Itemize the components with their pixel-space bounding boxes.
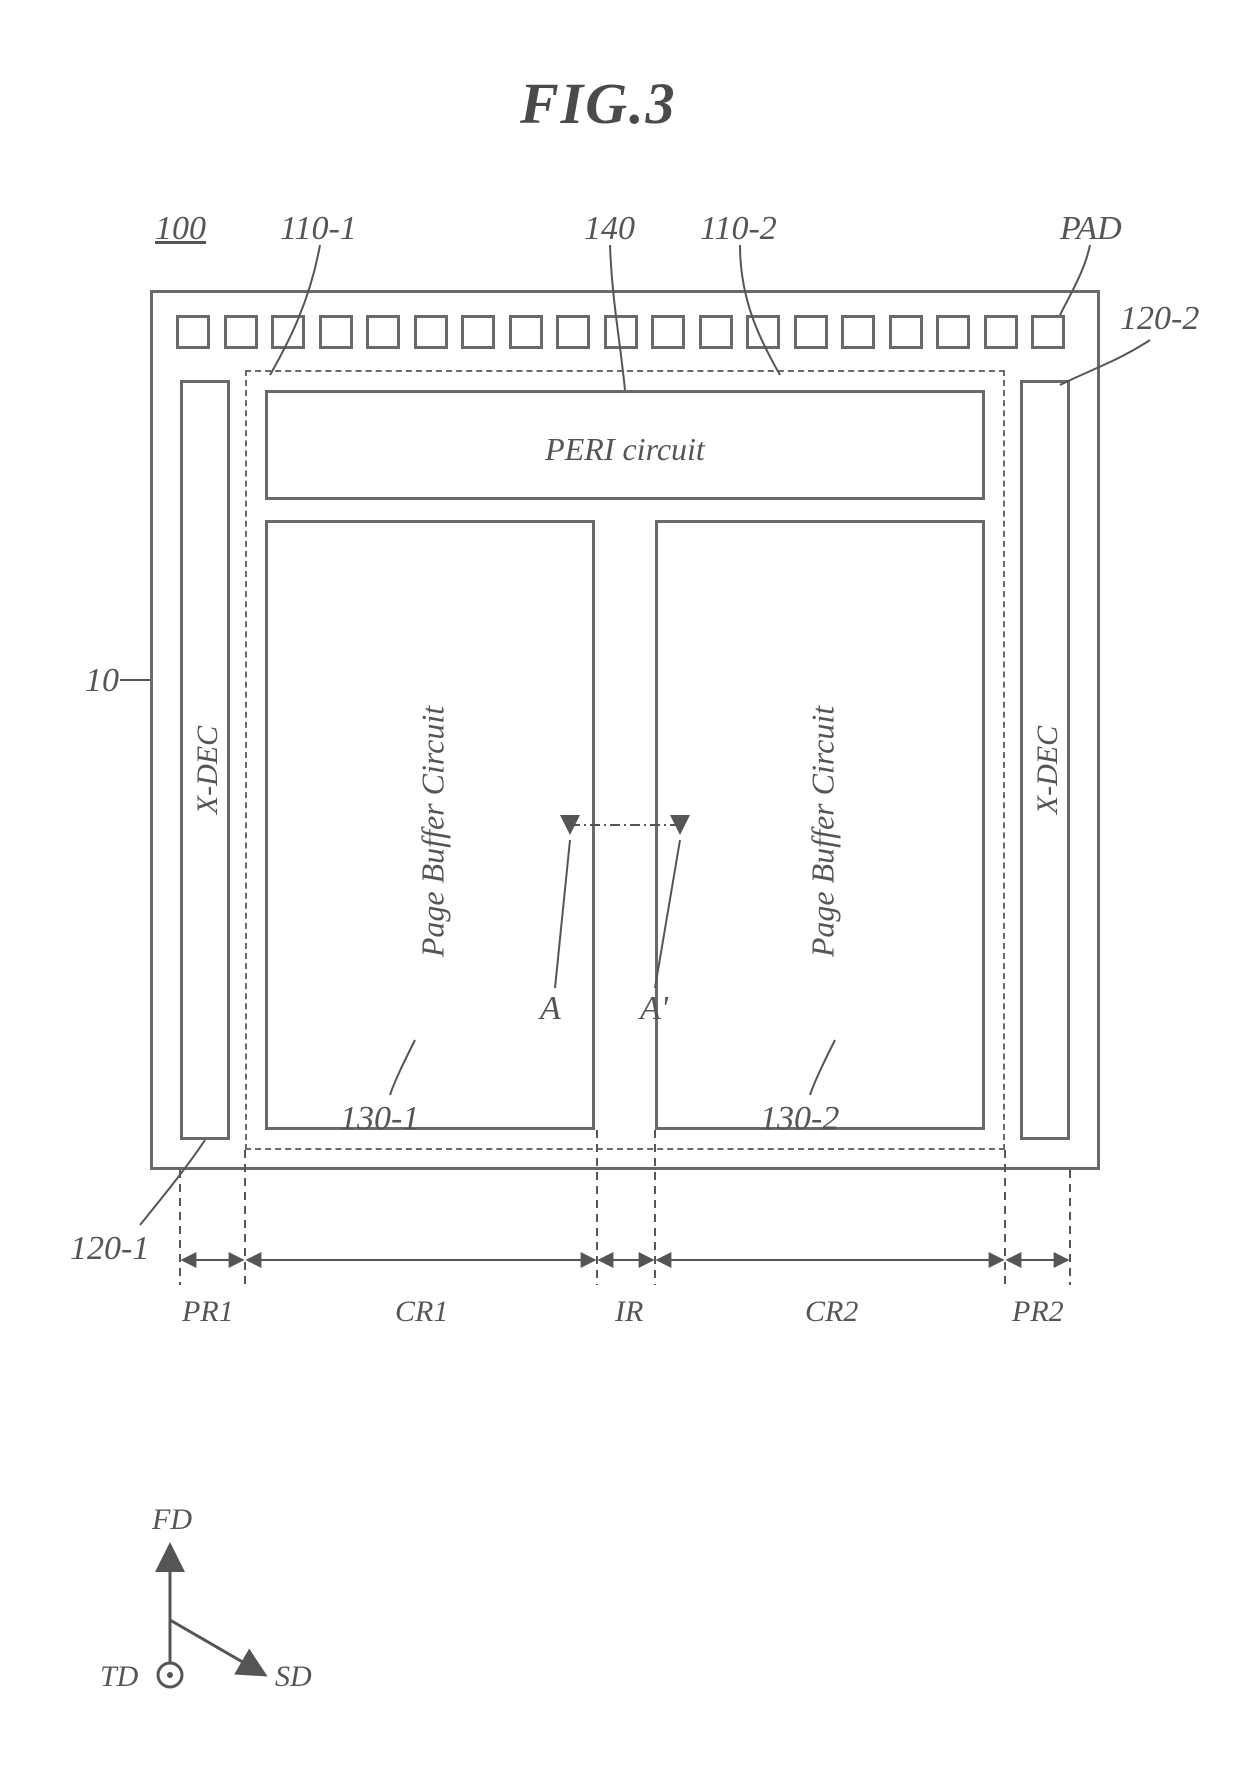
peri-label: PERI circuit (268, 431, 982, 468)
chip-pad (414, 315, 448, 349)
axis-sd-label: SD (275, 1660, 312, 1694)
chip-pad (509, 315, 543, 349)
axis-td-label: TD (100, 1660, 138, 1694)
diagram-canvas: FIG.3 X-DEC X-DEC PERI circuit Page Buff… (0, 0, 1240, 1786)
chip-pad (841, 315, 875, 349)
label-cr2: CR2 (805, 1295, 858, 1329)
label-120-1: 120-1 (70, 1230, 149, 1268)
label-A: A (540, 990, 561, 1028)
label-10: 10 (85, 662, 119, 700)
label-ir: IR (615, 1295, 643, 1329)
pb2-label: Page Buffer Circuit (805, 677, 842, 987)
chip-pad (366, 315, 400, 349)
chip-pad (936, 315, 970, 349)
chip-pad (271, 315, 305, 349)
chip-pad (461, 315, 495, 349)
label-cr1: CR1 (395, 1295, 448, 1329)
axis-fd-label: FD (152, 1503, 192, 1537)
pb1-label: Page Buffer Circuit (415, 677, 452, 987)
xdec-right: X-DEC (1020, 380, 1070, 1140)
chip-pad (889, 315, 923, 349)
label-A-prime: A' (640, 990, 668, 1028)
chip-pad (319, 315, 353, 349)
xdec-left-label: X-DEC (191, 705, 225, 835)
chip-pad (984, 315, 1018, 349)
chip-pad (651, 315, 685, 349)
label-100: 100 (155, 210, 206, 248)
chip-pad (604, 315, 638, 349)
label-pad: PAD (1060, 210, 1122, 248)
label-pr1: PR1 (182, 1295, 234, 1329)
label-110-2: 110-2 (700, 210, 777, 248)
chip-pad (176, 315, 210, 349)
chip-pad (794, 315, 828, 349)
chip-pad (224, 315, 258, 349)
label-130-2: 130-2 (760, 1100, 839, 1138)
chip-pad (1031, 315, 1065, 349)
chip-pad (746, 315, 780, 349)
label-130-1: 130-1 (340, 1100, 419, 1138)
peri-circuit-block: PERI circuit (265, 390, 985, 500)
page-buffer-2: Page Buffer Circuit (655, 520, 985, 1130)
xdec-left: X-DEC (180, 380, 230, 1140)
page-buffer-1: Page Buffer Circuit (265, 520, 595, 1130)
figure-title: FIG.3 (520, 70, 677, 137)
chip-pad (699, 315, 733, 349)
label-pr2: PR2 (1012, 1295, 1064, 1329)
xdec-right-label: X-DEC (1031, 705, 1065, 835)
label-140: 140 (584, 210, 635, 248)
label-120-2: 120-2 (1120, 300, 1199, 338)
label-110-1: 110-1 (280, 210, 357, 248)
chip-pad (556, 315, 590, 349)
